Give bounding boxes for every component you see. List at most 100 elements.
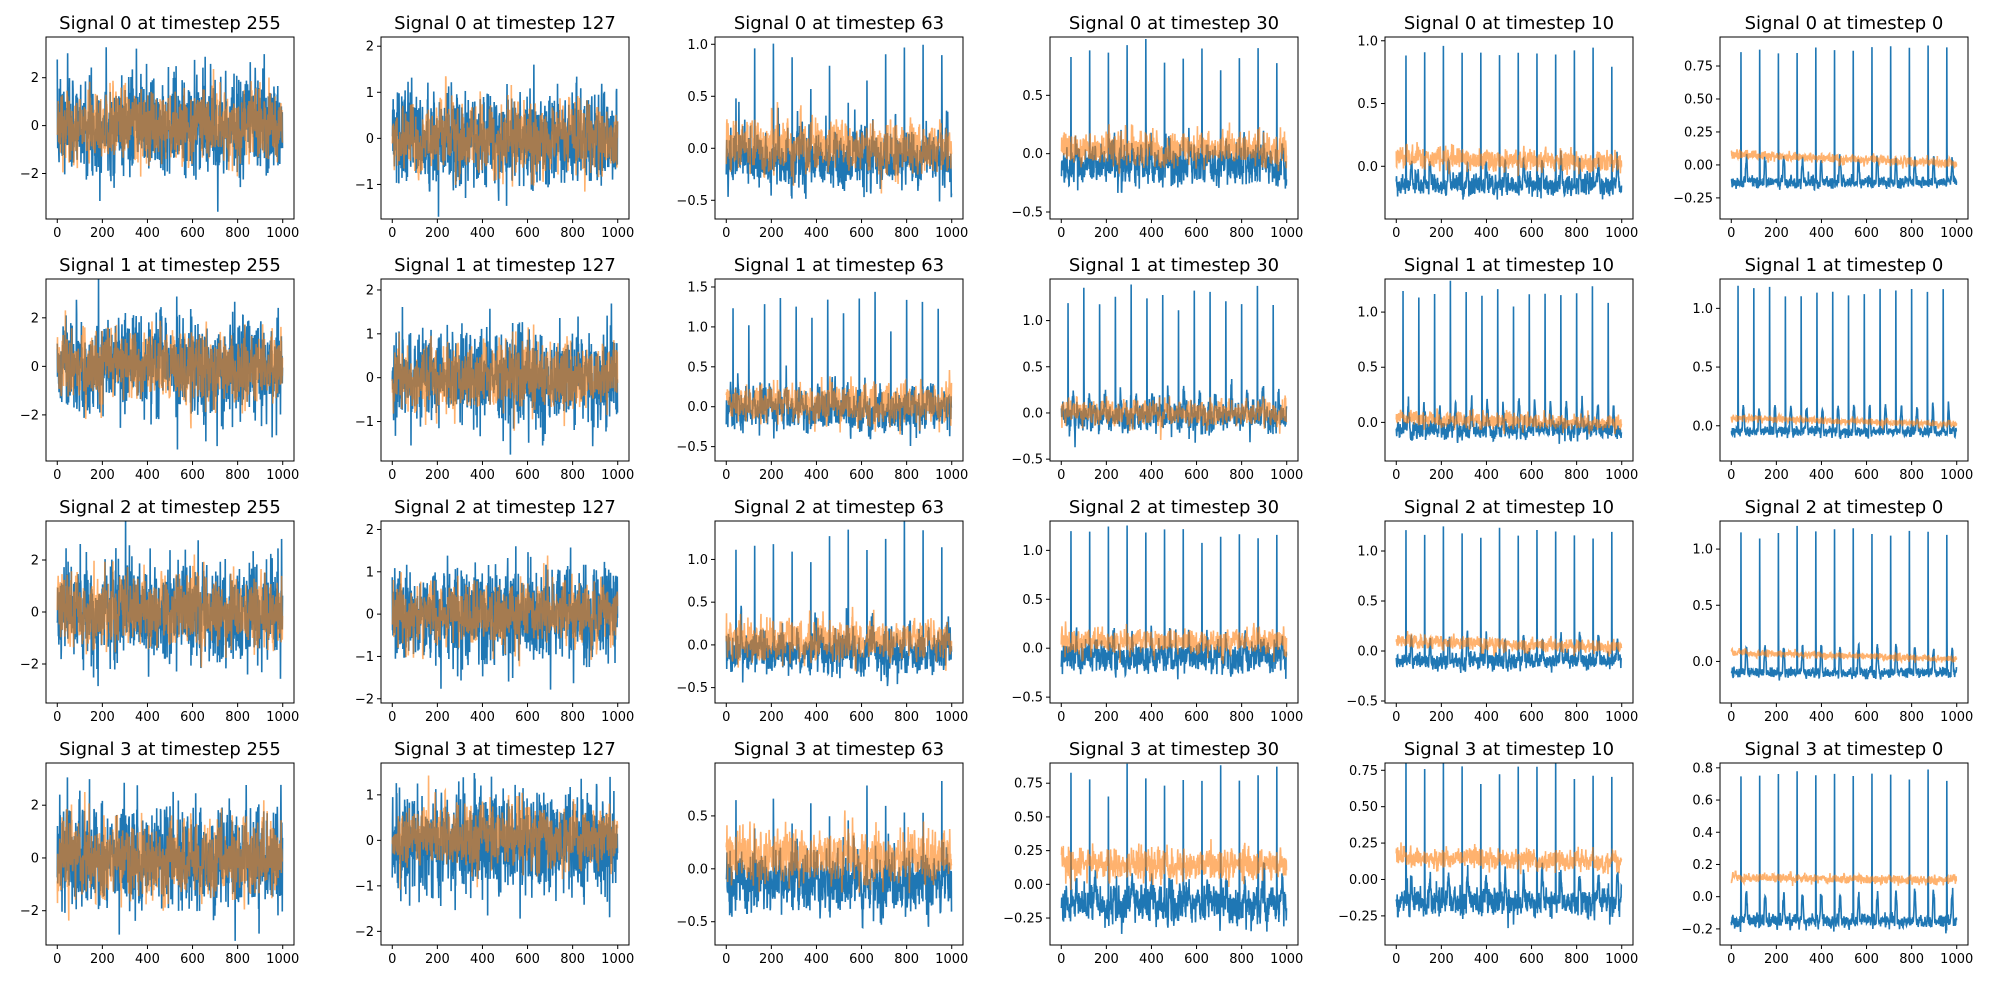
x-tick-label: 1000	[266, 952, 299, 967]
series-line-series_b	[1730, 646, 1958, 665]
y-tick-label: 1.0	[687, 38, 708, 53]
x-tick-label: 800	[225, 952, 250, 967]
x-tick-label: 800	[1899, 226, 1924, 241]
y-tick-label: −0.5	[1011, 691, 1043, 706]
y-tick-label: 0.5	[687, 360, 708, 375]
subplot-title: Signal 2 at timestep 10	[1404, 497, 1614, 518]
x-tick-label: 400	[1139, 710, 1164, 725]
x-tick-label: 600	[1854, 468, 1879, 483]
y-tick-label: 1.0	[1022, 544, 1043, 559]
y-tick-label: 0	[366, 371, 374, 386]
x-tick-label: 1000	[1605, 468, 1638, 483]
series-line-series_b	[1395, 408, 1623, 435]
subplot-title: Signal 2 at timestep 127	[394, 497, 616, 518]
series-line-series_b	[725, 810, 953, 894]
series-line-series_a	[1060, 763, 1288, 934]
x-tick-label: 400	[1809, 468, 1834, 483]
subplot-0-3: 0 200 400 600 800 1000 −0.5 0.0 0.5 Signal 0 at t…	[1011, 13, 1303, 241]
y-tick-label: 1	[366, 565, 374, 580]
x-tick-label: 800	[894, 226, 919, 241]
x-tick-label: 800	[1229, 952, 1254, 967]
axes-frame	[1384, 762, 1634, 946]
y-tick-label: 0	[366, 608, 374, 623]
axes-frame	[1049, 36, 1299, 220]
subplot-title: Signal 2 at timestep 255	[59, 497, 281, 518]
axes-frame	[1384, 520, 1634, 704]
y-tick-label: 0.0	[1022, 406, 1043, 421]
subplot-0-5: 0 200 400 600 800 1000 −0.25 0.00 0.25 0.50 0.75 Si…	[1673, 13, 1973, 241]
x-tick-label: 600	[849, 710, 874, 725]
y-tick-label: 1.0	[1357, 34, 1378, 49]
x-tick-label: 0	[53, 710, 61, 725]
y-tick-label: 0.25	[1349, 837, 1378, 852]
series-line-series_a	[1395, 526, 1623, 673]
x-tick-label: 1000	[935, 226, 968, 241]
axes-frame	[714, 520, 964, 704]
series-line-series_a	[1730, 285, 1958, 440]
x-tick-label: 200	[90, 710, 115, 725]
y-tick-label: 0.0	[687, 638, 708, 653]
x-tick-label: 800	[1899, 468, 1924, 483]
x-tick-label: 200	[425, 710, 450, 725]
x-tick-label: 400	[1139, 468, 1164, 483]
x-tick-label: 0	[388, 468, 396, 483]
y-tick-label: −1	[355, 178, 374, 193]
y-tick-label: 0.5	[1357, 361, 1378, 376]
y-tick-label: −2	[20, 167, 39, 182]
series-line-series_b	[56, 792, 284, 921]
axes-frame	[380, 762, 630, 946]
x-tick-label: 400	[470, 710, 495, 725]
x-tick-label: 1000	[601, 468, 634, 483]
x-tick-label: 1000	[1940, 710, 1973, 725]
x-tick-label: 600	[515, 952, 540, 967]
y-tick-label: 1	[366, 788, 374, 803]
series-line-series_a	[1395, 763, 1623, 929]
x-tick-label: 600	[515, 226, 540, 241]
series-line-series_b	[1060, 122, 1288, 174]
y-tick-label: 1	[366, 86, 374, 101]
x-tick-label: 200	[1764, 710, 1789, 725]
subplot-title: Signal 3 at timestep 255	[59, 739, 281, 760]
x-tick-label: 600	[180, 468, 205, 483]
subplot-title: Signal 1 at timestep 63	[734, 255, 944, 276]
x-tick-label: 600	[849, 468, 874, 483]
subplot-2-5: 0 200 400 600 800 1000 0.0 0.5 1.0 Signal 2 at ti…	[1692, 497, 1973, 725]
x-tick-label: 600	[1854, 710, 1879, 725]
x-tick-label: 800	[894, 952, 919, 967]
axes-frame	[1384, 278, 1634, 462]
axes-frame	[1049, 762, 1299, 946]
x-tick-label: 1000	[1605, 710, 1638, 725]
x-tick-label: 200	[1429, 710, 1454, 725]
y-tick-label: 0.25	[1684, 125, 1713, 140]
subplot-0-1: 0 200 400 600 800 1000 −1 0 1 2 Signal 0 at timest…	[355, 13, 634, 241]
x-tick-label: 0	[388, 952, 396, 967]
x-tick-label: 800	[1564, 468, 1589, 483]
x-tick-label: 400	[1474, 226, 1499, 241]
x-tick-label: 1000	[1270, 710, 1303, 725]
x-tick-label: 400	[1474, 710, 1499, 725]
x-tick-label: 200	[1094, 226, 1119, 241]
subplot-title: Signal 0 at timestep 255	[59, 13, 281, 34]
axes-frame	[714, 36, 964, 220]
x-tick-label: 1000	[601, 710, 634, 725]
y-tick-label: 0.75	[1014, 777, 1043, 792]
axes-frame	[1049, 278, 1299, 462]
x-tick-label: 1000	[601, 952, 634, 967]
series-line-series_b	[56, 554, 284, 668]
x-tick-label: 400	[135, 226, 160, 241]
y-tick-label: −0.5	[676, 194, 708, 209]
y-tick-label: 0.0	[687, 142, 708, 157]
x-tick-label: 200	[1764, 226, 1789, 241]
series-line-series_b	[725, 606, 953, 672]
series-line-series_a	[725, 780, 953, 929]
series-line-series_a	[725, 43, 953, 202]
x-tick-label: 0	[722, 952, 730, 967]
x-tick-label: 600	[180, 710, 205, 725]
x-tick-label: 800	[894, 468, 919, 483]
y-tick-label: 0.50	[1684, 92, 1713, 107]
y-tick-label: −0.5	[1346, 695, 1378, 710]
subplot-1-3: 0 200 400 600 800 1000 −0.5 0.0 0.5 1.0 Signal 1 a…	[1011, 255, 1303, 483]
subplot-0-0: 0 200 400 600 800 1000 −2 0 2 Signal 0 at timeste…	[20, 13, 299, 241]
series-line-series_b	[1060, 621, 1288, 664]
x-tick-label: 0	[1057, 226, 1065, 241]
